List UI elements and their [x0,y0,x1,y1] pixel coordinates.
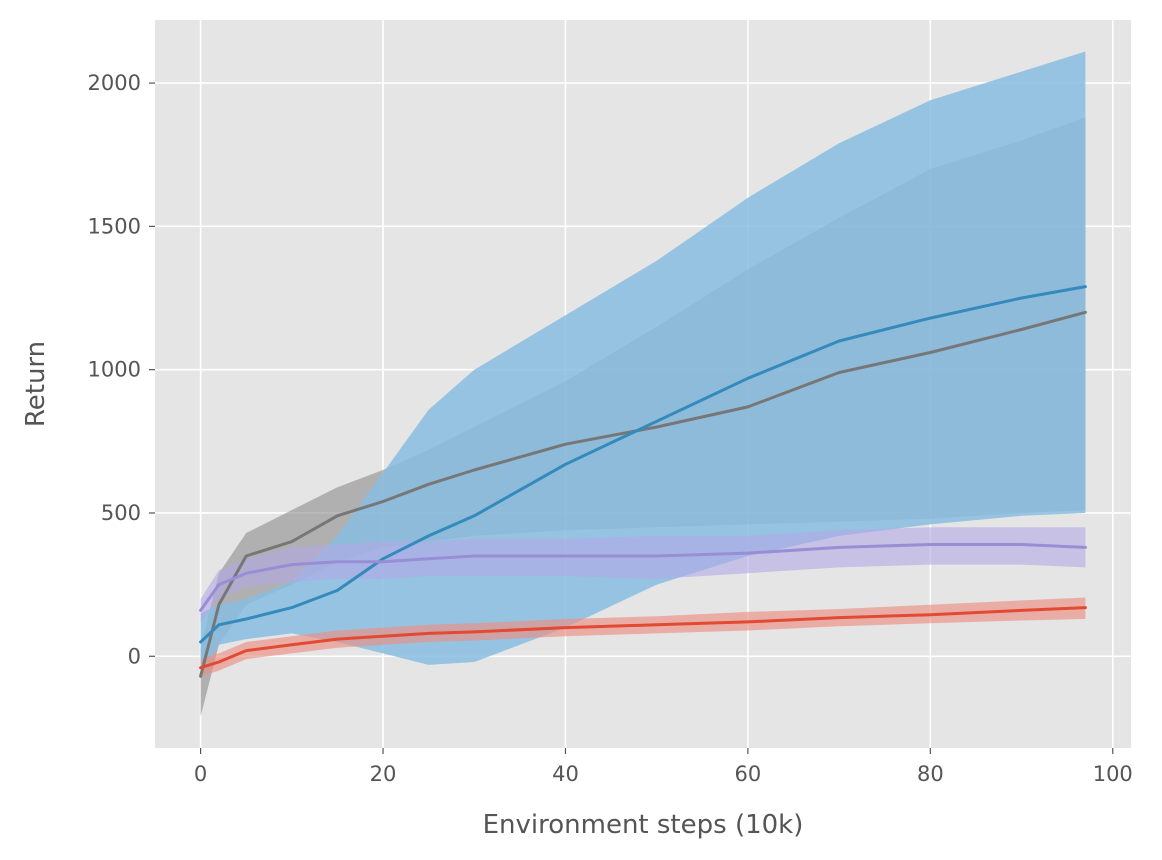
y-tick-label: 1000 [88,358,141,382]
x-tick-label: 20 [370,762,397,786]
purple-series-line [199,543,1087,612]
x-tick-label: 60 [735,762,762,786]
blue-confidence-band [200,51,1086,671]
x-tick-label: 100 [1093,762,1133,786]
grey-series-line [199,310,1087,678]
confidence-bands [200,51,1086,717]
x-tick-label: 0 [194,762,207,786]
x-axis-label: Environment steps (10k) [483,810,804,840]
y-tick-label: 0 [128,644,141,668]
purple-confidence-band [200,527,1086,622]
blue-series-line [199,285,1087,644]
y-tick-label: 2000 [88,71,141,95]
x-tick-label: 40 [552,762,579,786]
red-series-line [199,606,1087,670]
x-tick-label: 80 [917,762,944,786]
series-lines [199,285,1087,678]
y-axis-label: Return [21,341,51,427]
y-tick-label: 500 [101,501,141,525]
y-tick-label: 1500 [88,214,141,238]
